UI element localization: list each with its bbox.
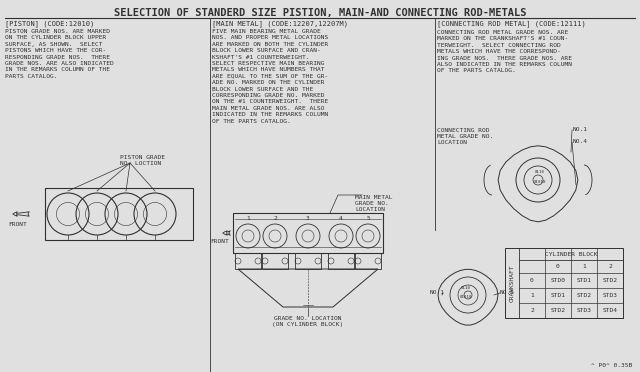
Text: STD1: STD1 — [550, 293, 566, 298]
Text: 0110: 0110 — [461, 286, 471, 290]
Text: 01010: 01010 — [534, 180, 547, 184]
Text: STD2: STD2 — [602, 278, 618, 283]
Text: 3: 3 — [306, 216, 310, 221]
Text: ^ P0^ 0.35B: ^ P0^ 0.35B — [591, 363, 632, 368]
Text: 5: 5 — [366, 216, 370, 221]
Text: STD2: STD2 — [577, 293, 591, 298]
Bar — [295, 253, 321, 269]
Bar — [45, 188, 193, 240]
Text: FRONT: FRONT — [8, 222, 27, 227]
Text: 4: 4 — [339, 216, 343, 221]
Text: 1: 1 — [582, 264, 586, 269]
Text: NO.1: NO.1 — [430, 291, 445, 295]
Bar — [262, 253, 288, 269]
Text: 1: 1 — [530, 293, 534, 298]
Text: NO.5: NO.5 — [500, 291, 515, 295]
Text: NO.1: NO.1 — [573, 127, 588, 132]
Text: [MAIN METAL] (CODE:12207,12207M): [MAIN METAL] (CODE:12207,12207M) — [212, 20, 348, 27]
Text: MAIN METAL
GRADE NO.
LOCATION: MAIN METAL GRADE NO. LOCATION — [355, 195, 392, 212]
Text: 0: 0 — [530, 278, 534, 283]
Text: PISTON GRADE
NO. LOCTION: PISTON GRADE NO. LOCTION — [120, 155, 165, 166]
Text: FRONT: FRONT — [210, 239, 228, 244]
Text: 2: 2 — [530, 308, 534, 313]
Text: STD2: STD2 — [550, 308, 566, 313]
Text: 2: 2 — [608, 264, 612, 269]
Text: STD0: STD0 — [550, 278, 566, 283]
Bar — [235, 253, 261, 269]
Text: STD4: STD4 — [602, 308, 618, 313]
Text: 01010: 01010 — [460, 295, 472, 299]
Bar — [505, 248, 623, 318]
Text: 1: 1 — [246, 216, 250, 221]
Text: NO.4: NO.4 — [573, 139, 588, 144]
Text: 0110: 0110 — [535, 170, 545, 174]
Bar — [355, 253, 381, 269]
Text: STD3: STD3 — [602, 293, 618, 298]
Text: 0: 0 — [556, 264, 560, 269]
Text: STD3: STD3 — [577, 308, 591, 313]
Text: [CONNECTING ROD METAL] (CODE:12111): [CONNECTING ROD METAL] (CODE:12111) — [437, 20, 586, 27]
Bar — [233, 213, 383, 253]
Bar — [328, 253, 354, 269]
Text: SELECTION OF STANDERD SIZE PISTION, MAIN-AND CONNECTING ROD-METALS: SELECTION OF STANDERD SIZE PISTION, MAIN… — [114, 8, 526, 18]
Text: GRADE NO. LOCATION
(ON CYLINDER BLOCK): GRADE NO. LOCATION (ON CYLINDER BLOCK) — [273, 316, 344, 327]
Text: 2: 2 — [273, 216, 277, 221]
Text: FIVE MAIN BEARING METAL GRADE
NOS. AND PROPER METAL LOCATIONS
ARE MARKED ON BOTH: FIVE MAIN BEARING METAL GRADE NOS. AND P… — [212, 29, 328, 124]
Text: CONNECTING ROD METAL GRADE NOS. ARE
MARKED ON THE CRANKSHAFT'S #1 COUN-
TERWEIGH: CONNECTING ROD METAL GRADE NOS. ARE MARK… — [437, 30, 572, 73]
Text: STD1: STD1 — [577, 278, 591, 283]
Text: [PISTON] (CODE:12010): [PISTON] (CODE:12010) — [5, 20, 94, 27]
Text: CONNECTING ROD
METAL GRADE NO.
LOCATION: CONNECTING ROD METAL GRADE NO. LOCATION — [437, 128, 493, 145]
Text: CYLINDER BLOCK: CYLINDER BLOCK — [545, 251, 597, 257]
Text: PISTON GRADE NOS. ARE MARKED
ON THE CYLINDER BLOCK UPPER
SURFACE, AS SHOWN.  SEL: PISTON GRADE NOS. ARE MARKED ON THE CYLI… — [5, 29, 114, 79]
Text: CRANKSHAFT: CRANKSHAFT — [509, 264, 515, 302]
